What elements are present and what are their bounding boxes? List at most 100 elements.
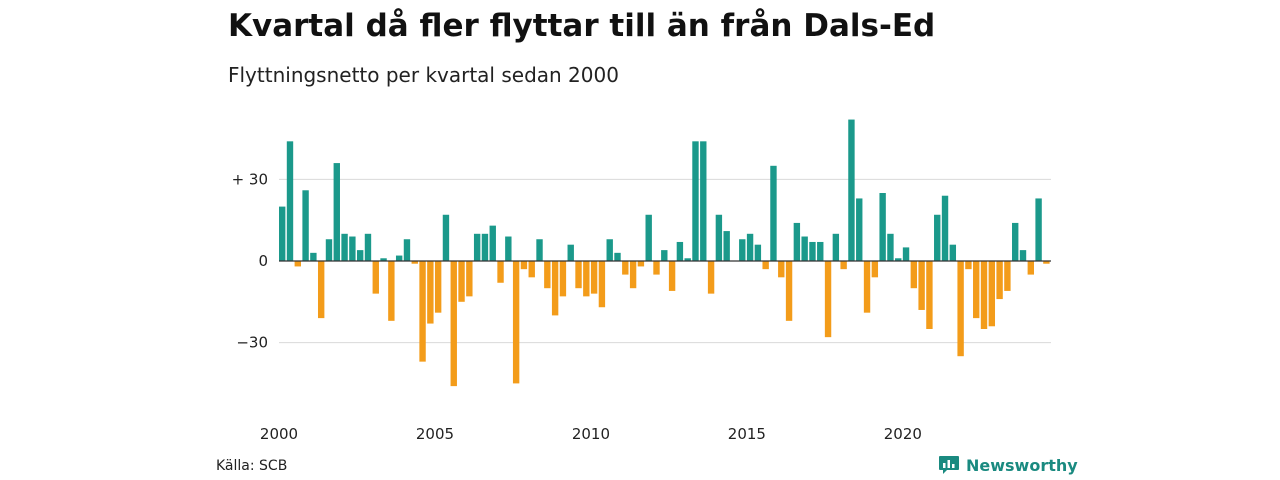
bar	[926, 261, 933, 329]
bar	[762, 261, 769, 270]
bar	[637, 261, 645, 267]
bar	[653, 261, 660, 275]
bar	[497, 261, 504, 283]
bar	[692, 141, 699, 261]
bar	[934, 214, 941, 261]
bar	[739, 239, 746, 261]
axes: + 30 0 −30 2000 2005 2010 2015 2020	[232, 170, 1051, 443]
bar	[793, 222, 801, 261]
bar	[879, 193, 886, 261]
bar	[754, 244, 762, 261]
bar	[1019, 250, 1027, 261]
bar	[996, 261, 1003, 300]
bar	[458, 261, 465, 302]
bar	[887, 233, 894, 261]
bar	[614, 252, 621, 261]
brand-name: Newsworthy	[966, 455, 1078, 475]
bar	[310, 252, 317, 261]
bar	[481, 233, 489, 261]
newsworthy-logo-icon	[939, 456, 959, 474]
bar	[770, 165, 777, 261]
y-tick-label: −30	[236, 334, 268, 352]
bar	[427, 261, 434, 324]
bar	[973, 261, 980, 319]
x-tick-label: 2005	[416, 425, 454, 443]
y-tick-label: 0	[258, 252, 268, 270]
bar	[871, 261, 879, 278]
bar	[856, 198, 863, 261]
x-tick-label: 2020	[884, 425, 922, 443]
bar	[380, 258, 387, 261]
bar	[1027, 261, 1034, 275]
bar	[489, 225, 496, 261]
bar	[528, 261, 535, 278]
bar	[668, 261, 676, 291]
bar	[286, 141, 294, 261]
bar	[817, 241, 824, 261]
bar	[341, 233, 348, 261]
bar	[1043, 261, 1050, 264]
bar	[949, 244, 957, 261]
bar	[505, 236, 512, 261]
bar	[715, 214, 723, 261]
bar	[801, 236, 808, 261]
bar	[333, 163, 340, 261]
bar	[294, 261, 301, 267]
x-tick-label: 2015	[728, 425, 766, 443]
bar	[723, 231, 730, 261]
y-tick-label: + 30	[232, 170, 268, 188]
chart-subtitle: Flyttningsnetto per kvartal sedan 2000	[228, 63, 619, 87]
bar	[590, 261, 598, 294]
bar	[957, 261, 964, 357]
bar	[356, 250, 364, 261]
x-tick-label: 2000	[260, 425, 298, 443]
chart-title: Kvartal då fler flyttar till än från Dal…	[228, 8, 936, 44]
grid-lines	[279, 178, 1051, 344]
bar	[520, 261, 528, 270]
bar	[848, 119, 855, 261]
bar	[372, 261, 379, 294]
bar	[661, 250, 668, 261]
bar	[746, 233, 754, 261]
bar	[544, 261, 551, 289]
bar	[988, 261, 996, 327]
bar	[707, 261, 715, 294]
bar	[809, 241, 816, 261]
bar	[473, 233, 481, 261]
bar	[778, 261, 785, 278]
source-label: Källa: SCB	[216, 458, 288, 474]
brand-logo[interactable]: Newsworthy	[938, 455, 1078, 475]
bar	[824, 261, 832, 338]
bar	[902, 247, 910, 261]
bar	[785, 261, 793, 321]
bar	[980, 261, 988, 329]
bar	[676, 241, 684, 261]
bar	[583, 261, 590, 297]
bar	[1012, 222, 1019, 261]
bar	[598, 261, 606, 308]
bar	[622, 261, 629, 275]
bar	[832, 233, 840, 261]
bar	[450, 261, 457, 387]
bar	[349, 236, 356, 261]
bar	[840, 261, 847, 270]
bar	[279, 206, 286, 261]
bar	[965, 261, 972, 270]
bar	[512, 261, 520, 384]
bar	[863, 261, 871, 313]
bar	[895, 258, 902, 261]
bar	[910, 261, 918, 289]
bar	[411, 261, 418, 264]
bar	[466, 261, 473, 297]
bar-chart: + 30 0 −30 2000 2005 2010 2015 2020	[232, 119, 1051, 443]
bars	[279, 119, 1050, 387]
bar	[325, 239, 333, 261]
bar	[434, 261, 442, 313]
bar	[364, 233, 372, 261]
bar	[551, 261, 559, 316]
bar	[941, 195, 949, 261]
bar	[567, 244, 574, 261]
bar	[700, 141, 707, 261]
bar	[419, 261, 426, 362]
bar	[388, 261, 395, 321]
